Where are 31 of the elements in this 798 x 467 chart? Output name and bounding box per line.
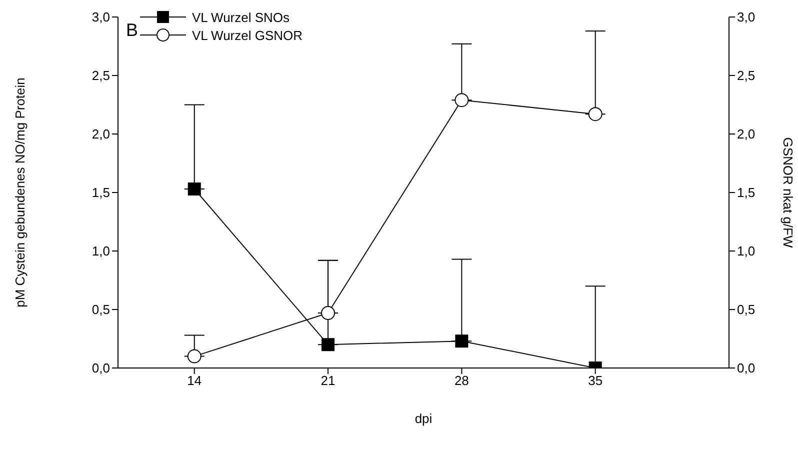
y-tick-label: 1,5 xyxy=(92,185,110,200)
y2-tick-label: 2,0 xyxy=(737,126,756,142)
y-tick-label: 3,0 xyxy=(92,10,110,25)
y-tick-label: 1,0 xyxy=(92,244,110,259)
y2-tick-label: 2,5 xyxy=(737,68,756,84)
x-tick-label: 14 xyxy=(187,373,202,388)
x-tick-label: 35 xyxy=(588,373,603,388)
point xyxy=(455,334,468,348)
y2-tick-label: 3,0 xyxy=(737,10,756,25)
y2-tick-label: 0,0 xyxy=(737,360,756,376)
y2-tick-label: 0,5 xyxy=(737,302,756,318)
y-tick-label: 2,0 xyxy=(92,126,110,142)
y-tick-label: 0,0 xyxy=(92,360,110,376)
point xyxy=(187,349,202,364)
y2-tick-label: 1,5 xyxy=(737,185,756,200)
x-tick-label: 21 xyxy=(320,373,336,388)
x-axis-title: dpi xyxy=(414,411,432,426)
point xyxy=(188,182,201,196)
y-axis-title: pM Cystein gebundenes NO/mg Protein xyxy=(12,78,28,308)
legend-label: VL Wurzel SNOs xyxy=(192,10,290,24)
y2-tick-label: 1,0 xyxy=(737,244,756,259)
annotation: B xyxy=(126,20,138,41)
x-tick-label: 28 xyxy=(454,373,469,388)
point xyxy=(322,338,335,352)
y-tick-label: 2,5 xyxy=(92,68,110,84)
legend-label: VL Wurzel GSNOR xyxy=(192,28,303,42)
y2-axis-title: GSNOR nkat g/FW xyxy=(780,137,796,248)
y-tick-label: 0,5 xyxy=(92,302,110,318)
point xyxy=(454,93,469,108)
point xyxy=(321,306,336,320)
point xyxy=(588,107,602,122)
